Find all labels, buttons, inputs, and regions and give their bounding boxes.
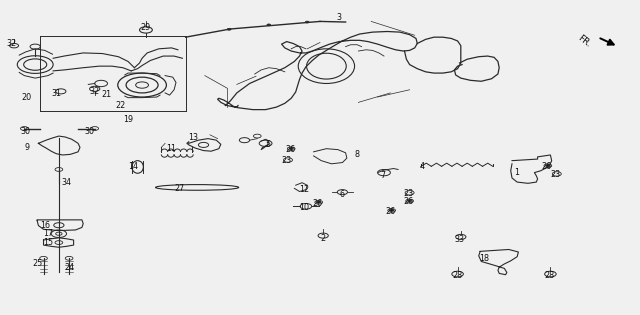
Circle shape [289,148,293,150]
Text: 7: 7 [380,171,385,180]
Text: 9: 9 [24,143,29,152]
Text: 30: 30 [84,127,95,135]
Text: 21: 21 [101,90,111,99]
Text: 1: 1 [515,168,520,177]
Text: 3: 3 [337,13,342,22]
Text: 11: 11 [166,144,177,152]
Text: 33: 33 [454,235,465,244]
Text: 23: 23 [403,189,413,198]
Text: 28: 28 [452,272,462,280]
Text: 26: 26 [285,145,296,154]
Text: 31: 31 [51,89,61,98]
Text: 26: 26 [403,197,413,206]
Circle shape [267,24,271,26]
Text: 26: 26 [541,162,552,171]
Text: 19: 19 [123,115,133,123]
Text: 17: 17 [43,229,53,238]
Text: 5: 5 [265,140,270,149]
Text: 28: 28 [544,272,554,280]
Circle shape [305,21,309,23]
Text: 15: 15 [43,238,53,247]
Text: 16: 16 [40,221,50,230]
Text: 18: 18 [479,254,489,263]
Text: 30: 30 [20,127,31,135]
Circle shape [227,28,231,30]
Text: 13: 13 [188,134,198,142]
Text: 10: 10 [300,203,310,212]
Text: 29: 29 [141,23,151,32]
Text: 22: 22 [115,101,125,110]
Text: 27: 27 [174,184,184,193]
Text: 26: 26 [312,199,323,208]
Circle shape [390,209,394,211]
Text: 34: 34 [61,178,72,187]
Text: 14: 14 [128,162,138,171]
Circle shape [408,200,412,202]
Circle shape [546,165,550,167]
Text: 4: 4 [420,163,425,171]
Text: 32: 32 [6,39,17,48]
Text: 32: 32 [90,87,100,96]
Text: 25: 25 [32,260,42,268]
Text: 23: 23 [282,156,292,165]
Text: 26: 26 [385,207,396,216]
Text: 24: 24 [64,263,74,272]
Text: 20: 20 [22,93,32,101]
Text: 12: 12 [300,185,310,193]
Text: FR.: FR. [575,33,592,49]
Circle shape [317,201,321,203]
Text: 6: 6 [340,190,345,199]
Text: 8: 8 [355,151,360,159]
Text: 23: 23 [550,170,561,179]
Text: 2: 2 [320,234,325,243]
